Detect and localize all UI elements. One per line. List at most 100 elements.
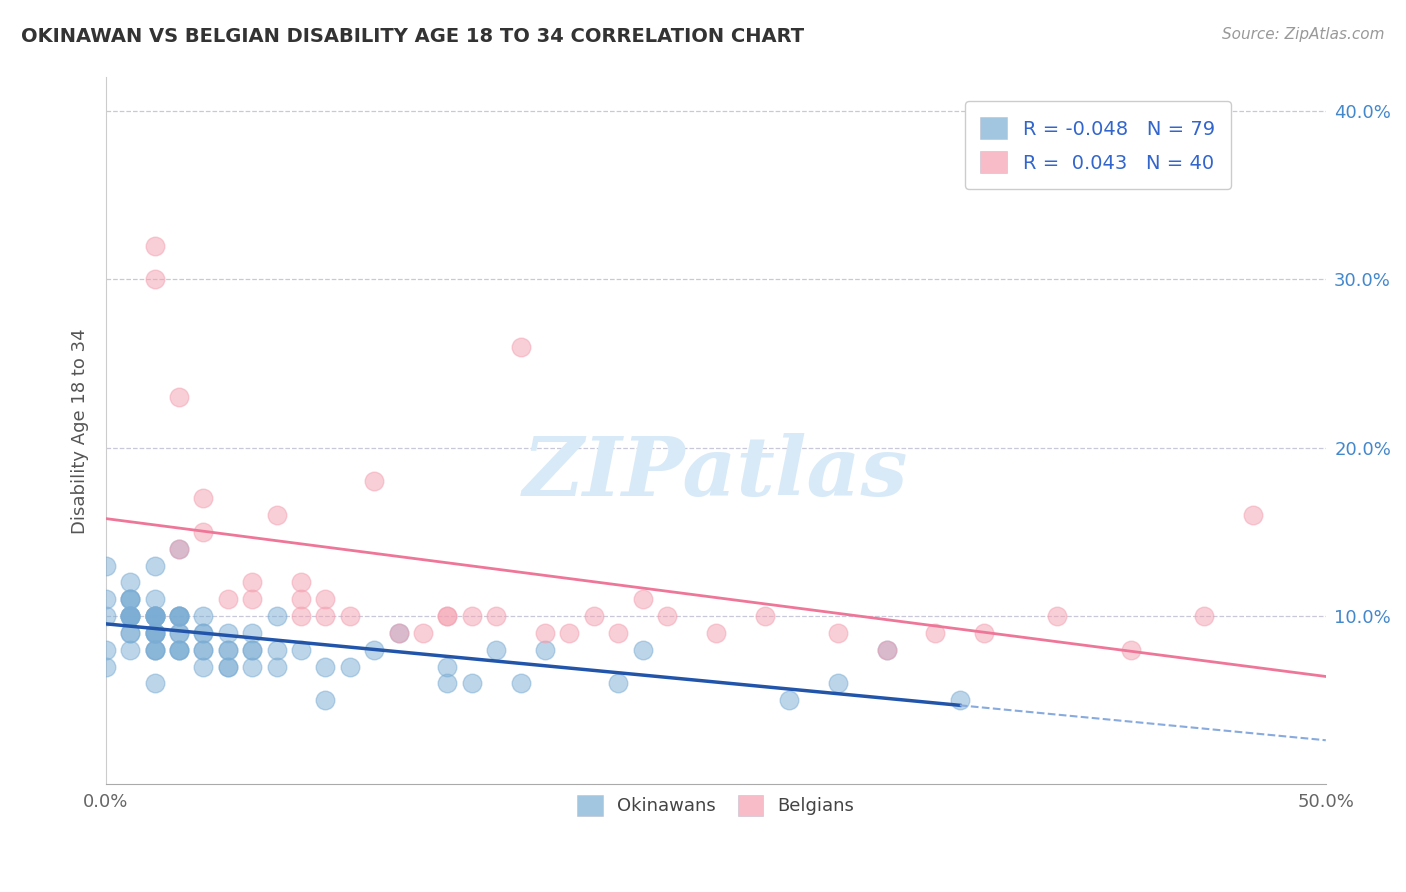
Point (193, 524, 215, 539)
Point (290, 575, 312, 590)
Point (193, 491, 215, 506)
Point (193, 609, 215, 624)
Point (485, 642, 508, 657)
Point (143, 676, 166, 690)
Point (193, 642, 215, 657)
Point (143, 626, 166, 640)
Point (217, 659, 239, 673)
Point (167, 609, 190, 624)
Point (266, 508, 288, 522)
Point (193, 626, 215, 640)
Point (436, 609, 458, 624)
Point (827, 676, 849, 690)
Point (94, 659, 117, 673)
Point (120, 592, 142, 607)
Point (509, 340, 531, 354)
Point (167, 642, 190, 657)
Point (193, 642, 215, 657)
Point (314, 693, 336, 707)
Point (120, 626, 142, 640)
Point (94, 609, 117, 624)
Point (167, 541, 190, 556)
Point (290, 642, 312, 657)
Point (240, 659, 263, 673)
Point (240, 592, 263, 607)
Text: Source: ZipAtlas.com: Source: ZipAtlas.com (1222, 27, 1385, 42)
Point (143, 642, 166, 657)
Point (363, 642, 385, 657)
Point (143, 609, 166, 624)
Point (143, 642, 166, 657)
Point (631, 592, 654, 607)
Point (120, 626, 142, 640)
Point (412, 626, 434, 640)
Point (167, 390, 190, 404)
Text: OKINAWAN VS BELGIAN DISABILITY AGE 18 TO 34 CORRELATION CHART: OKINAWAN VS BELGIAN DISABILITY AGE 18 TO… (21, 27, 804, 45)
Point (217, 659, 239, 673)
Point (461, 609, 484, 624)
Point (240, 642, 263, 657)
Point (94, 642, 117, 657)
Point (314, 659, 336, 673)
Point (167, 626, 190, 640)
Point (558, 626, 581, 640)
Point (143, 609, 166, 624)
Point (655, 609, 678, 624)
Point (120, 609, 142, 624)
Point (339, 609, 361, 624)
Point (607, 676, 630, 690)
Point (876, 642, 898, 657)
Point (704, 626, 727, 640)
Point (1119, 642, 1142, 657)
Point (876, 642, 898, 657)
Point (143, 626, 166, 640)
Point (167, 642, 190, 657)
Point (167, 541, 190, 556)
Point (266, 642, 288, 657)
Point (582, 609, 605, 624)
Point (973, 626, 995, 640)
Point (120, 609, 142, 624)
Point (363, 475, 385, 489)
Point (240, 626, 263, 640)
Point (485, 609, 508, 624)
Text: ZIPatlas: ZIPatlas (523, 434, 908, 514)
Point (290, 592, 312, 607)
Y-axis label: Disability Age 18 to 34: Disability Age 18 to 34 (72, 328, 89, 533)
Point (1046, 609, 1069, 624)
Point (143, 626, 166, 640)
Point (534, 626, 557, 640)
Point (167, 609, 190, 624)
Point (120, 592, 142, 607)
Point (94, 592, 117, 607)
Point (217, 626, 239, 640)
Point (143, 609, 166, 624)
Point (240, 642, 263, 657)
Point (143, 609, 166, 624)
Point (240, 575, 263, 590)
Point (143, 592, 166, 607)
Point (120, 575, 142, 590)
Point (143, 609, 166, 624)
Point (339, 659, 361, 673)
Point (607, 626, 630, 640)
Point (217, 642, 239, 657)
Point (120, 609, 142, 624)
Point (193, 626, 215, 640)
Point (120, 609, 142, 624)
Legend: Okinawans, Belgians: Okinawans, Belgians (568, 786, 863, 825)
Point (778, 693, 800, 707)
Point (949, 693, 972, 707)
Point (143, 609, 166, 624)
Point (461, 676, 484, 690)
Point (94, 558, 117, 573)
Point (120, 609, 142, 624)
Point (509, 676, 531, 690)
Point (388, 626, 411, 640)
Point (266, 609, 288, 624)
Point (924, 626, 946, 640)
Point (436, 659, 458, 673)
Point (388, 626, 411, 640)
Point (436, 609, 458, 624)
Point (217, 642, 239, 657)
